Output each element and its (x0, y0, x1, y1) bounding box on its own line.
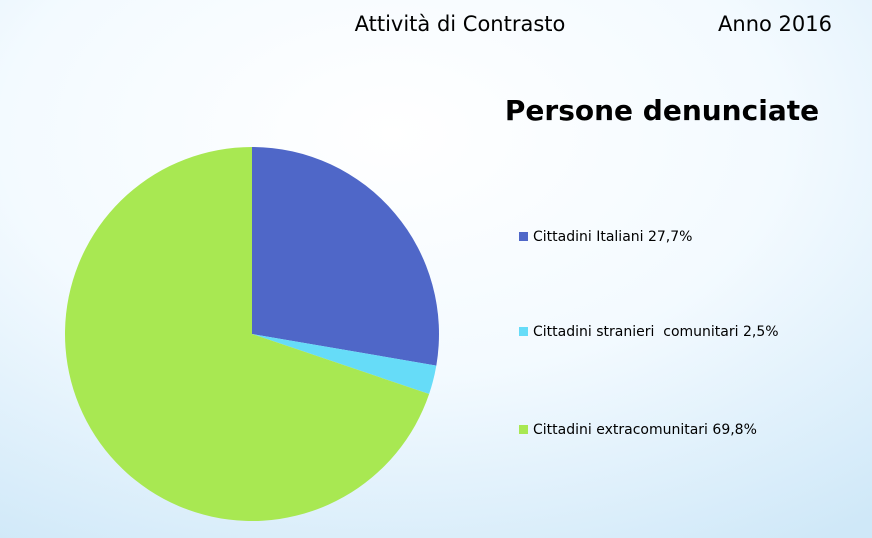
legend-swatch (519, 425, 528, 434)
legend-name: Cittadini Italiani (533, 229, 644, 245)
chart-title: Persone denunciate (505, 94, 819, 127)
pie-slice (252, 334, 437, 395)
legend-swatch (519, 232, 528, 241)
legend-label: Cittadini Italiani 27,7% (533, 229, 692, 245)
legend-value: 2,5% (743, 324, 779, 340)
pie-slice (65, 147, 430, 521)
legend-label: Cittadini stranieri comunitari 2,5% (533, 324, 779, 340)
slide-title: Attività di Contrasto (355, 12, 566, 36)
legend-value: 27,7% (648, 229, 692, 245)
legend-name: Cittadini extracomunitari (533, 422, 708, 438)
legend-label: Cittadini extracomunitari 69,8% (533, 422, 757, 438)
slide-year: Anno 2016 (718, 12, 832, 36)
legend-name: Cittadini stranieri comunitari (533, 324, 739, 340)
legend-swatch (519, 327, 528, 336)
pie-slice (252, 147, 439, 366)
legend-value: 69,8% (712, 422, 756, 438)
